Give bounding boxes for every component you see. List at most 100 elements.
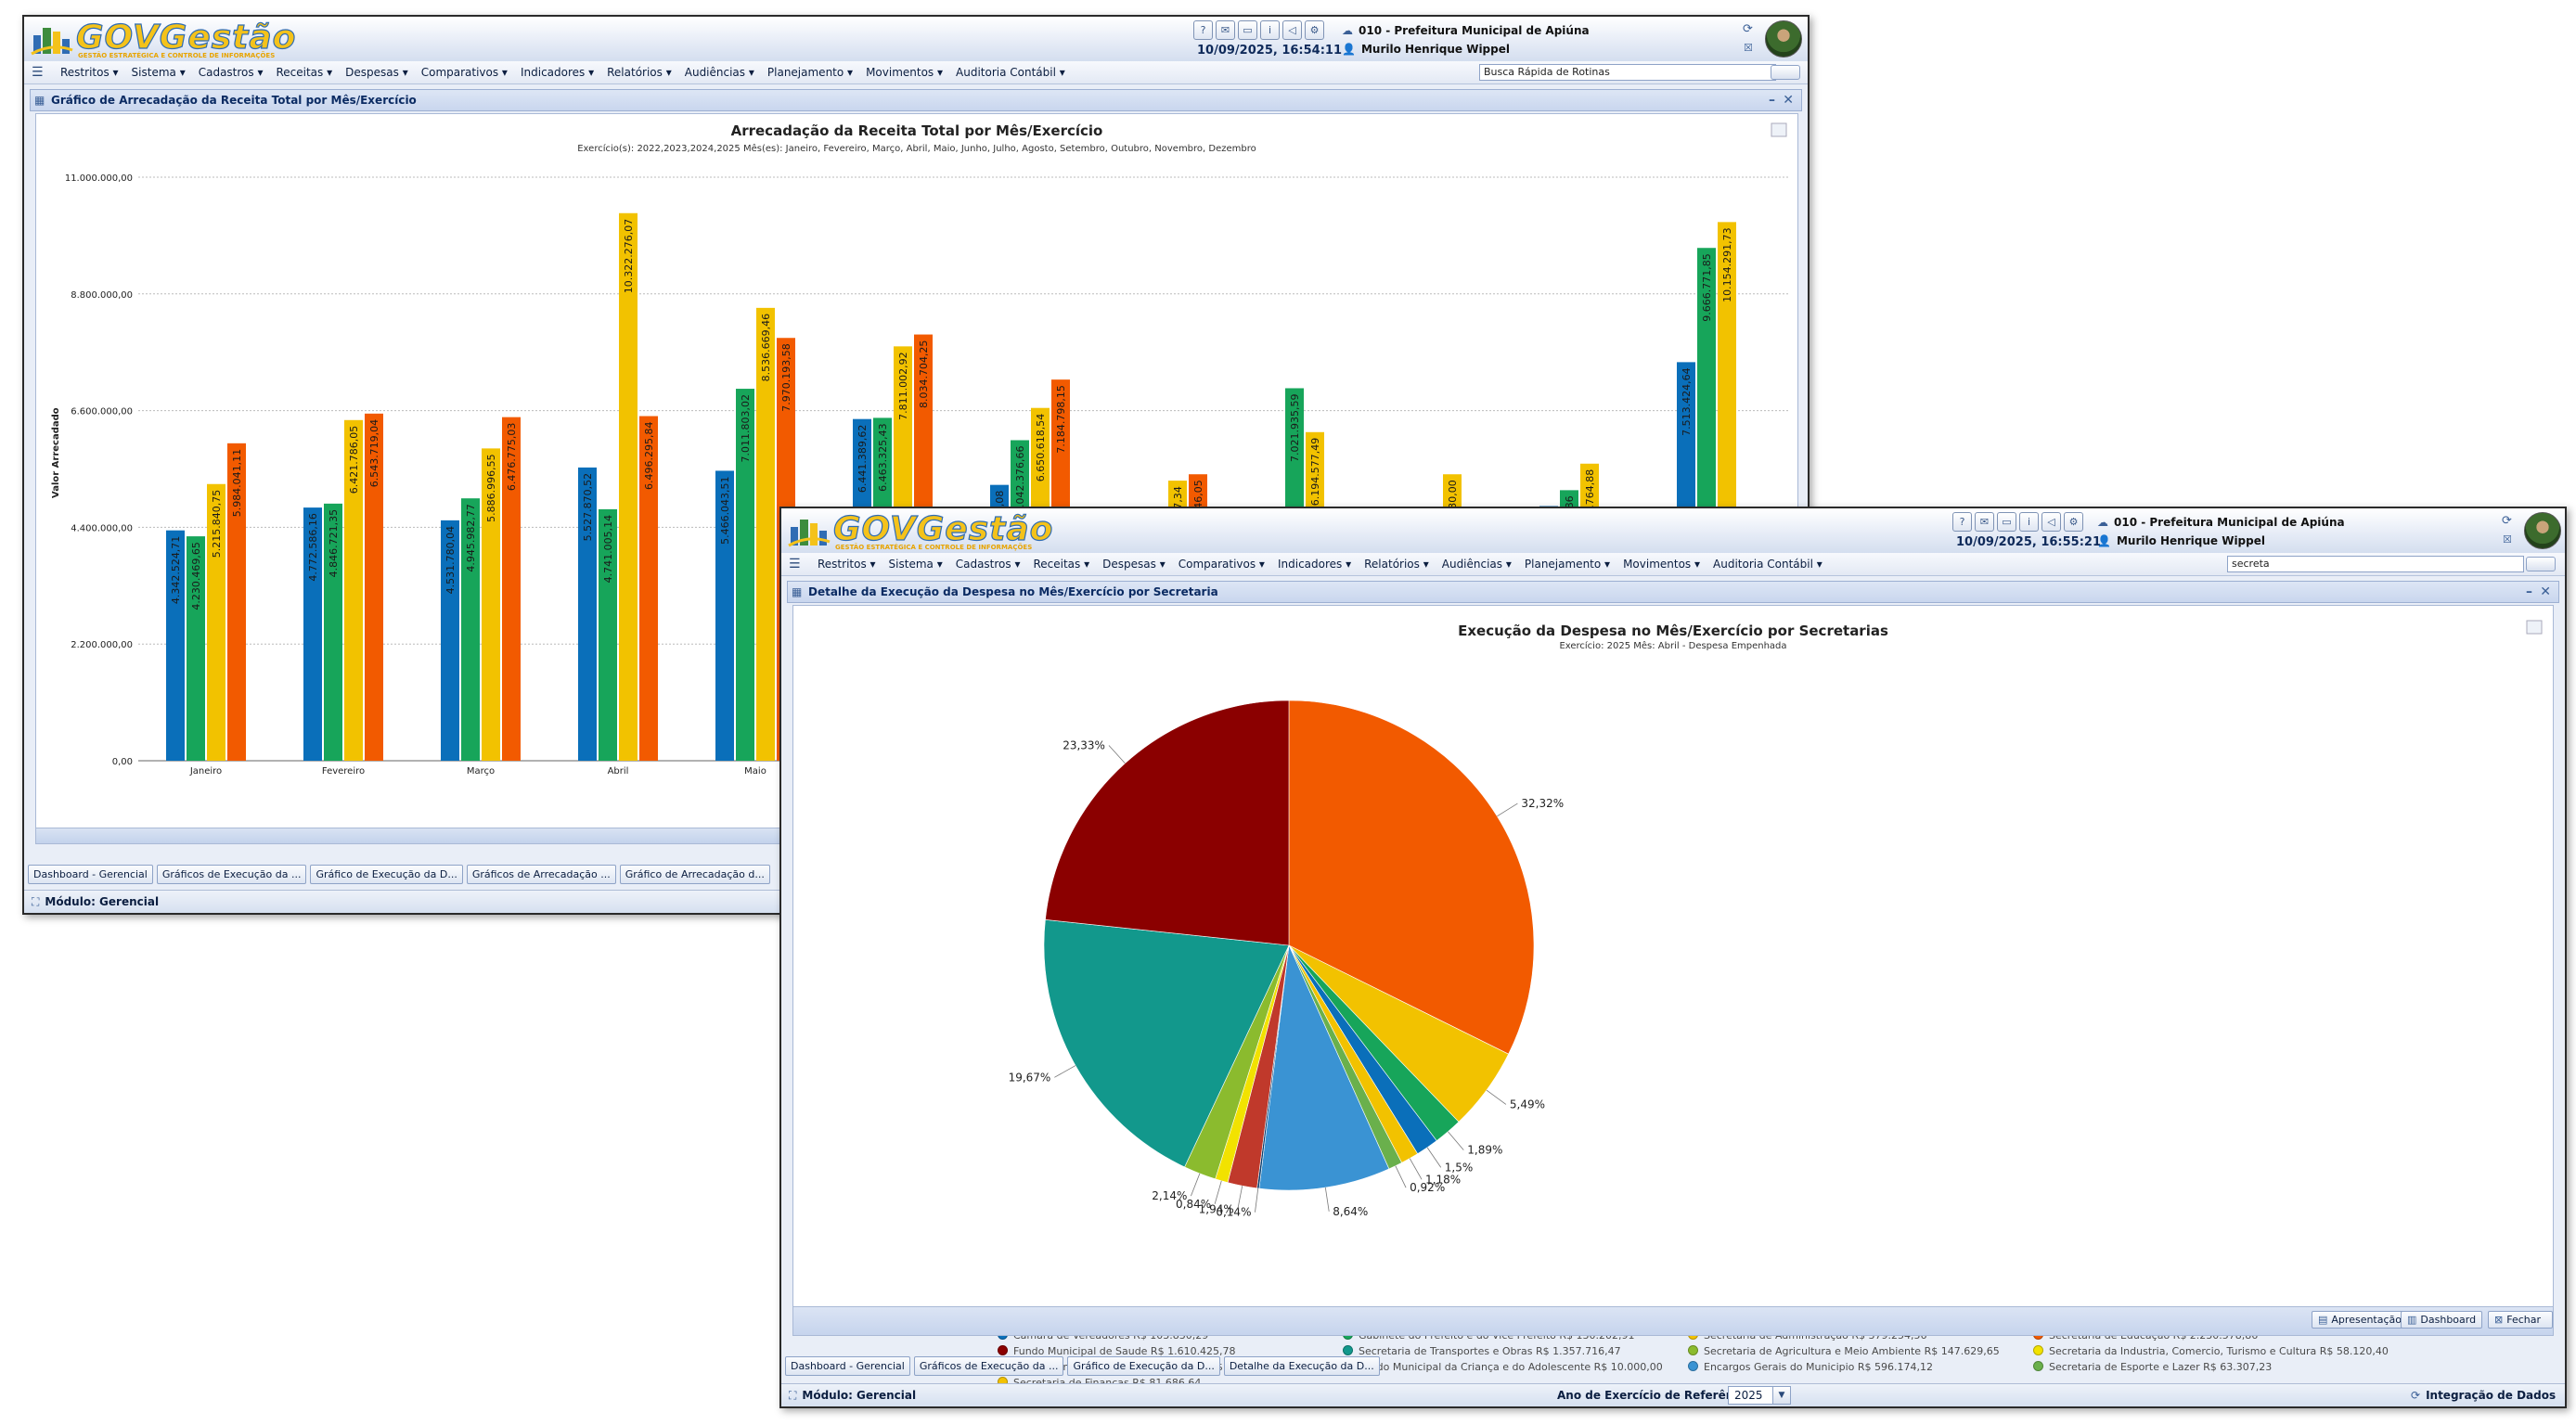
- back-icon[interactable]: ◁: [2041, 512, 2061, 532]
- bar[interactable]: [502, 417, 521, 761]
- minimize-icon[interactable]: –: [2526, 584, 2532, 599]
- slice-percent-label: 5,49%: [1510, 1098, 1545, 1110]
- legend-item[interactable]: Secretaria de Esporte e Lazer R$ 63.307,…: [2033, 1361, 2272, 1373]
- bar-value-label: 6.476.775,03: [506, 423, 518, 491]
- bar[interactable]: [303, 507, 322, 761]
- bar[interactable]: [619, 212, 638, 761]
- message-icon[interactable]: ✉: [1216, 20, 1235, 40]
- menu-item-2[interactable]: Cadastros ▾: [955, 558, 1021, 571]
- menu-item-0[interactable]: Restritos ▾: [818, 558, 876, 571]
- legend-item[interactable]: Fundo Municipal de Saude R$ 1.610.425,78: [998, 1345, 1236, 1357]
- settings-icon[interactable]: ⚙: [2064, 512, 2083, 532]
- menu-item-11[interactable]: Auditoria Contábil ▾: [956, 66, 1065, 79]
- menu-item-9[interactable]: Planejamento ▾: [1524, 558, 1611, 571]
- chart-menu-icon[interactable]: [1771, 122, 1787, 137]
- hamburger-icon[interactable]: ☰: [32, 65, 44, 80]
- menu-item-1[interactable]: Sistema ▾: [888, 558, 943, 571]
- menu-item-7[interactable]: Relatórios ▾: [1364, 558, 1429, 571]
- back-icon[interactable]: ◁: [1282, 20, 1302, 40]
- bar[interactable]: [599, 508, 617, 761]
- bar[interactable]: [736, 389, 754, 761]
- bar[interactable]: [365, 413, 383, 761]
- legend-item[interactable]: Secretaria de Transportes e Obras R$ 1.3…: [1343, 1345, 1621, 1357]
- bar[interactable]: [227, 443, 246, 761]
- bar[interactable]: [441, 520, 459, 761]
- tab-0[interactable]: Dashboard - Gerencial: [28, 865, 153, 884]
- menu-item-4[interactable]: Despesas ▾: [345, 66, 408, 79]
- close-icon[interactable]: ✕: [1783, 93, 1794, 108]
- pie-slice[interactable]: [1045, 700, 1290, 946]
- info-icon[interactable]: i: [1260, 20, 1280, 40]
- refresh-icon[interactable]: ⟳: [1743, 22, 1753, 36]
- bar[interactable]: [756, 307, 775, 761]
- menu-item-6[interactable]: Indicadores ▾: [1277, 558, 1352, 571]
- bar[interactable]: [207, 483, 225, 761]
- apresentacao-button[interactable]: ▤ Apresentação: [2312, 1311, 2409, 1329]
- legend-item[interactable]: Fundo Municipal da Criança e do Adolesce…: [1343, 1361, 1663, 1373]
- chart-menu-icon[interactable]: [2526, 620, 2543, 635]
- menu-item-11[interactable]: Auditoria Contábil ▾: [1713, 558, 1823, 571]
- bar[interactable]: [639, 416, 658, 761]
- menu-item-4[interactable]: Despesas ▾: [1102, 558, 1166, 571]
- avatar[interactable]: [1765, 20, 1802, 58]
- menu-item-3[interactable]: Receitas ▾: [1033, 558, 1090, 571]
- legend-item[interactable]: Secretaria de Agricultura e Meio Ambient…: [1688, 1345, 2000, 1357]
- menu-item-5[interactable]: Comparativos ▾: [420, 66, 508, 79]
- monitor-icon[interactable]: ▭: [1238, 20, 1257, 40]
- slice-leader-line: [1486, 1089, 1507, 1105]
- refresh-icon[interactable]: ⟳: [2502, 514, 2512, 528]
- menu-item-10[interactable]: Movimentos ▾: [1623, 558, 1701, 571]
- legend-item[interactable]: Encargos Gerais do Municipio R$ 596.174,…: [1688, 1361, 1933, 1373]
- monitor-icon[interactable]: ▭: [1997, 512, 2016, 532]
- menu-item-3[interactable]: Receitas ▾: [276, 66, 333, 79]
- bar[interactable]: [715, 470, 734, 761]
- tab-2[interactable]: Gráfico de Execução da D...: [310, 865, 463, 884]
- bar[interactable]: [578, 467, 597, 761]
- settings-icon[interactable]: ⚙: [1305, 20, 1324, 40]
- bar[interactable]: [187, 536, 205, 761]
- menu-item-8[interactable]: Audiências ▾: [1441, 558, 1512, 571]
- tab-0[interactable]: Dashboard - Gerencial: [785, 1356, 910, 1376]
- avatar[interactable]: [2524, 512, 2561, 549]
- quick-search-input[interactable]: secreta: [2227, 556, 2524, 572]
- minimize-icon[interactable]: –: [1769, 93, 1775, 108]
- pie-slice[interactable]: [1043, 919, 1290, 1168]
- bar[interactable]: [482, 448, 500, 761]
- menu-item-7[interactable]: Relatórios ▾: [607, 66, 672, 79]
- close-icon[interactable]: ✕: [2540, 584, 2551, 599]
- menu-item-9[interactable]: Planejamento ▾: [766, 66, 854, 79]
- tab-1[interactable]: Gráficos de Execução da ...: [156, 865, 307, 884]
- help-icon[interactable]: ?: [1193, 20, 1213, 40]
- bar[interactable]: [461, 498, 480, 761]
- hamburger-icon[interactable]: ☰: [789, 557, 801, 571]
- tab-3[interactable]: Detalhe da Execução da D...: [1223, 1356, 1380, 1376]
- bar[interactable]: [324, 503, 342, 761]
- menu-item-0[interactable]: Restritos ▾: [60, 66, 119, 79]
- pie-slice[interactable]: [1258, 944, 1390, 1191]
- tab-2[interactable]: Gráfico de Execução da D...: [1067, 1356, 1220, 1376]
- bar[interactable]: [166, 530, 185, 761]
- dashboard-button[interactable]: ▥ Dashboard: [2401, 1311, 2483, 1329]
- quick-search-button[interactable]: [1771, 65, 1800, 80]
- menu-item-1[interactable]: Sistema ▾: [131, 66, 186, 79]
- menu-item-5[interactable]: Comparativos ▾: [1178, 558, 1265, 571]
- help-icon[interactable]: ?: [1952, 512, 1972, 532]
- close-session-icon[interactable]: ☒: [2503, 533, 2512, 546]
- tab-3[interactable]: Gráficos de Arrecadação ...: [466, 865, 616, 884]
- message-icon[interactable]: ✉: [1975, 512, 1994, 532]
- integration-link[interactable]: ⟳ Integração de Dados: [2411, 1389, 2556, 1402]
- menu-item-2[interactable]: Cadastros ▾: [198, 66, 264, 79]
- quick-search-button[interactable]: [2526, 557, 2556, 571]
- menu-item-6[interactable]: Indicadores ▾: [520, 66, 595, 79]
- menu-item-8[interactable]: Audiências ▾: [684, 66, 754, 79]
- tab-4[interactable]: Gráfico de Arrecadação d...: [619, 865, 770, 884]
- quick-search-input[interactable]: Busca Rápida de Rotinas: [1479, 64, 1776, 81]
- bar[interactable]: [344, 419, 363, 761]
- menu-item-10[interactable]: Movimentos ▾: [866, 66, 944, 79]
- tab-1[interactable]: Gráficos de Execução da ...: [913, 1356, 1064, 1376]
- legend-item[interactable]: Secretaria da Industria, Comercio, Turis…: [2033, 1345, 2389, 1357]
- ref-year-select[interactable]: 2025 ▼: [1728, 1386, 1791, 1405]
- info-icon[interactable]: i: [2019, 512, 2039, 532]
- close-session-icon[interactable]: ☒: [1744, 42, 1753, 54]
- fechar-button[interactable]: ⊠ Fechar: [2488, 1311, 2553, 1329]
